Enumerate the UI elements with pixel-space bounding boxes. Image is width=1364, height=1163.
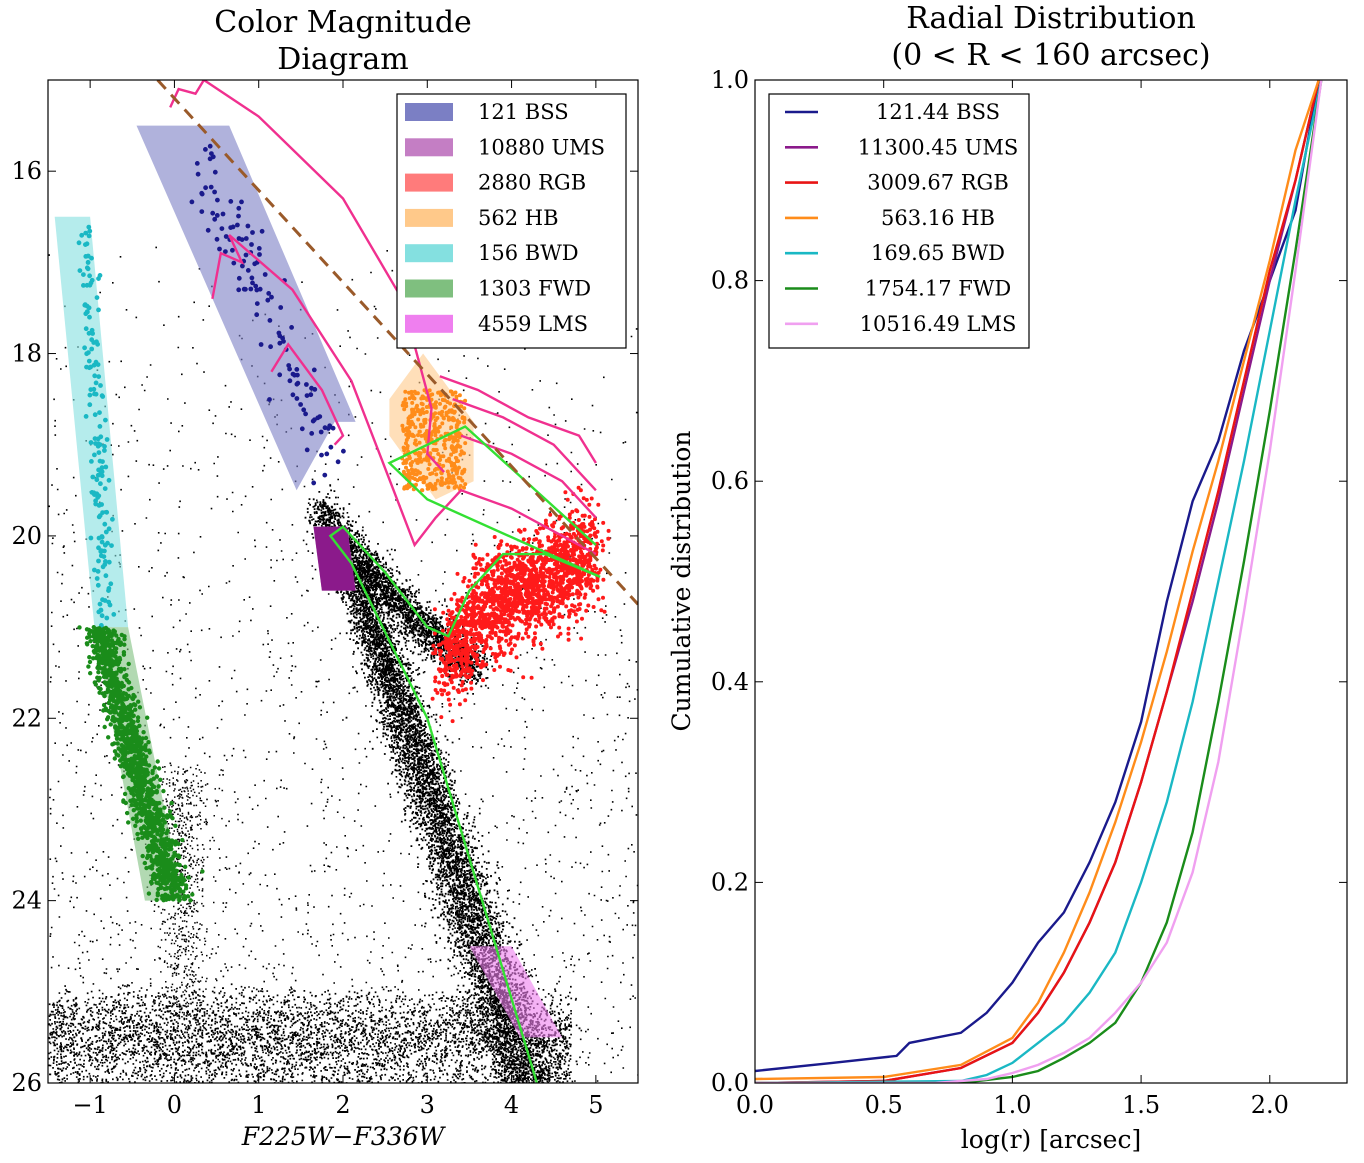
x-tick-label: 1.0: [993, 1091, 1031, 1119]
radial-legend: 121.44 BSS 11300.45 UMS 3009.67 RGB 563.16 …: [768, 93, 1030, 349]
hb-stars-points: [400, 388, 468, 493]
legend-swatch: [405, 138, 453, 157]
legend-label: 10516.49 LMS: [860, 312, 1017, 336]
hb-stars: [400, 388, 468, 493]
legend-swatch: [405, 103, 453, 121]
y-tick-label: 0.6: [711, 467, 749, 495]
y-tick-label: 26: [11, 1069, 42, 1097]
x-tick-label: 2.0: [1251, 1091, 1289, 1119]
legend-label: 156 BWD: [478, 241, 579, 265]
cmd-plot-area: [48, 80, 638, 1083]
cmd-panel: Color Magnitude Diagram −1 0 1 2 3 4 5 16 18 20 22 2…: [11, 5, 639, 1151]
x-tick-label: 0: [167, 1091, 182, 1119]
legend-swatch: [405, 244, 453, 263]
region-bss: [136, 125, 356, 491]
y-tick-label: 0.4: [711, 668, 749, 696]
title-line: Diagram: [277, 42, 408, 77]
legend-label: 11300.45 UMS: [858, 135, 1018, 159]
legend-label: 563.16 HB: [881, 206, 995, 230]
radial-title: Radial Distribution (0 < R < 160 arcsec): [891, 1, 1210, 73]
x-tick-label: 1.5: [1122, 1091, 1160, 1119]
y-tick-label: 0.8: [711, 267, 749, 295]
legend-label: 1754.17 FWD: [865, 277, 1012, 301]
radial-plot-area: [755, 80, 1323, 1083]
title-line: Radial Distribution: [906, 1, 1196, 36]
bwd-stars: [76, 224, 117, 628]
series-line-4: [755, 80, 1323, 1083]
x-tick-label: 2: [335, 1091, 350, 1119]
legend-swatch: [405, 314, 453, 333]
legend-label: 562 HB: [478, 206, 559, 230]
x-tick-label: 0.0: [736, 1091, 774, 1119]
radial-panel: Radial Distribution (0 < R < 160 arcsec) …: [667, 1, 1348, 1154]
region-bwd: [54, 216, 129, 628]
isochrone-green-0: [328, 425, 601, 1083]
isochrone-magenta-4: [439, 375, 597, 464]
title-line: Color Magnitude: [214, 5, 472, 40]
cmd-ticks: −1 0 1 2 3 4 5 16 18 20 22 24 26: [11, 80, 638, 1119]
radial-xlabel: log(r) [arcsec]: [961, 1125, 1141, 1154]
isochrone-magenta-3: [270, 342, 345, 446]
series-line-2: [755, 80, 1320, 1083]
x-tick-label: 4: [504, 1091, 519, 1119]
legend-label: 4559 LMS: [478, 312, 588, 336]
legend-label: 121.44 BSS: [876, 100, 1000, 124]
cmd-legend: 121 BSS 10880 UMS 2880 RGB 562 HB 156 BWD 130…: [396, 93, 627, 349]
y-tick-label: 0.0: [711, 1069, 749, 1097]
cmd-title: Color Magnitude Diagram: [214, 5, 472, 77]
field-star-points: [48, 246, 638, 1083]
cmd-xlabel: F225W−F336W: [241, 1122, 447, 1151]
y-tick-label: 0.2: [711, 868, 749, 896]
y-tick-label: 16: [11, 157, 42, 185]
x-tick-label: 3: [420, 1091, 435, 1119]
isochrone-magenta-0: [169, 80, 205, 108]
legend-label: 121 BSS: [478, 100, 569, 124]
x-tick-label: 5: [588, 1091, 603, 1119]
legend-label: 2880 RGB: [478, 171, 586, 195]
legend-swatch: [405, 208, 453, 227]
x-tick-label: 0.5: [865, 1091, 903, 1119]
isochrone-magenta-2: [211, 234, 597, 556]
y-tick-label: 1.0: [711, 66, 749, 94]
title-line: (0 < R < 160 arcsec): [891, 38, 1210, 73]
series-line-3: [755, 80, 1320, 1081]
legend-label: 169.65 BWD: [871, 241, 1005, 265]
fwd-stars-points: [77, 625, 205, 903]
legend-label: 10880 UMS: [478, 135, 605, 159]
rgb-stars-points: [430, 485, 611, 724]
radial-axes-frame: [754, 79, 1348, 1084]
series-line-0: [755, 80, 1320, 1073]
y-tick-label: 20: [11, 522, 42, 550]
legend-swatch: [405, 173, 453, 192]
legend-label: 1303 FWD: [478, 277, 591, 301]
field-stars: [48, 246, 638, 1083]
series-line-6: [755, 80, 1323, 1083]
radial-legend-box: [768, 93, 1030, 349]
rgb-stars: [430, 485, 611, 724]
y-tick-label: 18: [11, 340, 42, 368]
bwd-stars-points: [76, 224, 117, 628]
radial-ticks: 0.0 0.5 1.0 1.5 2.0 0.0 0.2 0.4 0.6 0.8 1.0: [711, 66, 1347, 1119]
isochrone-magenta-5: [452, 397, 597, 492]
fwd-stars: [77, 625, 205, 903]
x-tick-label: 1: [251, 1091, 266, 1119]
legend-swatch: [405, 279, 453, 298]
region-lms: [469, 946, 563, 1038]
x-tick-label: −1: [72, 1091, 107, 1119]
radial-ylabel: Cumulative distribution: [667, 431, 696, 732]
y-tick-label: 22: [11, 704, 42, 732]
legend-label: 3009.67 RGB: [867, 171, 1009, 195]
region-ums-stars: [313, 526, 356, 591]
y-tick-label: 24: [11, 887, 42, 915]
